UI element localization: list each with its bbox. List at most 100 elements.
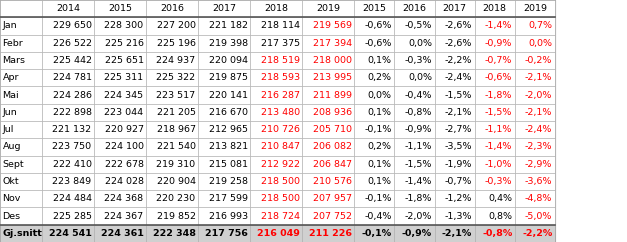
Text: -1,2%: -1,2% — [445, 194, 472, 203]
Bar — [475, 173, 515, 190]
Text: 219 398: 219 398 — [209, 39, 248, 48]
Bar — [94, 0, 146, 17]
Text: 0,2%: 0,2% — [368, 73, 392, 82]
Bar — [435, 0, 475, 17]
Bar — [515, 121, 555, 138]
Text: -1,1%: -1,1% — [404, 143, 432, 151]
Bar — [475, 190, 515, 207]
Bar — [515, 17, 555, 35]
Bar — [146, 52, 198, 69]
Text: Nov: Nov — [3, 194, 21, 203]
Bar — [302, 121, 354, 138]
Text: 212 922: 212 922 — [261, 160, 300, 169]
Text: -2,7%: -2,7% — [445, 125, 472, 134]
Text: 2015: 2015 — [108, 4, 132, 13]
Bar — [394, 190, 435, 207]
Text: 220 141: 220 141 — [209, 91, 248, 99]
Text: 224 100: 224 100 — [105, 143, 144, 151]
Text: 223 044: 223 044 — [105, 108, 144, 117]
Bar — [394, 121, 435, 138]
Bar — [94, 138, 146, 156]
Text: Jul: Jul — [3, 125, 14, 134]
Text: 0,1%: 0,1% — [368, 56, 392, 65]
Bar — [198, 156, 250, 173]
Bar — [435, 17, 475, 35]
Text: 222 410: 222 410 — [53, 160, 92, 169]
Bar — [354, 69, 394, 86]
Text: 220 904: 220 904 — [157, 177, 196, 186]
Bar — [198, 104, 250, 121]
Text: 210 726: 210 726 — [261, 125, 300, 134]
Bar — [515, 225, 555, 242]
Bar — [354, 52, 394, 69]
Text: 222 678: 222 678 — [105, 160, 144, 169]
Bar — [515, 86, 555, 104]
Text: -0,9%: -0,9% — [485, 39, 512, 48]
Bar — [515, 190, 555, 207]
Text: 224 367: 224 367 — [105, 212, 144, 220]
Bar — [198, 121, 250, 138]
Text: 0,0%: 0,0% — [529, 39, 552, 48]
Bar — [0, 156, 42, 173]
Text: -1,4%: -1,4% — [404, 177, 432, 186]
Text: -4,8%: -4,8% — [525, 194, 552, 203]
Text: -1,8%: -1,8% — [485, 91, 512, 99]
Text: 219 258: 219 258 — [209, 177, 248, 186]
Text: 217 599: 217 599 — [209, 194, 248, 203]
Bar — [146, 156, 198, 173]
Text: 2018: 2018 — [264, 4, 288, 13]
Text: 227 200: 227 200 — [157, 22, 196, 30]
Text: 224 345: 224 345 — [105, 91, 144, 99]
Text: 215 081: 215 081 — [209, 160, 248, 169]
Bar — [250, 138, 302, 156]
Text: 217 756: 217 756 — [205, 229, 248, 238]
Bar — [198, 0, 250, 17]
Bar — [515, 173, 555, 190]
Text: 206 847: 206 847 — [313, 160, 352, 169]
Bar — [42, 207, 94, 225]
Text: -2,3%: -2,3% — [525, 143, 552, 151]
Bar — [94, 190, 146, 207]
Bar — [42, 225, 94, 242]
Bar — [435, 86, 475, 104]
Text: 0,0%: 0,0% — [408, 39, 432, 48]
Bar — [435, 104, 475, 121]
Bar — [0, 207, 42, 225]
Bar — [354, 17, 394, 35]
Bar — [0, 69, 42, 86]
Text: -1,0%: -1,0% — [485, 160, 512, 169]
Text: -0,4%: -0,4% — [364, 212, 392, 220]
Text: 0,1%: 0,1% — [368, 108, 392, 117]
Bar — [198, 138, 250, 156]
Text: 218 500: 218 500 — [261, 177, 300, 186]
Bar — [0, 17, 42, 35]
Bar — [94, 225, 146, 242]
Bar — [354, 0, 394, 17]
Bar — [198, 190, 250, 207]
Text: 210 576: 210 576 — [313, 177, 352, 186]
Bar — [302, 173, 354, 190]
Bar — [250, 17, 302, 35]
Text: 2017: 2017 — [212, 4, 236, 13]
Bar — [250, 69, 302, 86]
Bar — [435, 207, 475, 225]
Bar — [354, 173, 394, 190]
Bar — [94, 104, 146, 121]
Bar — [250, 0, 302, 17]
Text: 224 368: 224 368 — [105, 194, 144, 203]
Text: Mars: Mars — [3, 56, 26, 65]
Bar — [435, 52, 475, 69]
Text: Apr: Apr — [3, 73, 19, 82]
Text: -1,3%: -1,3% — [445, 212, 472, 220]
Bar — [354, 104, 394, 121]
Text: 225 322: 225 322 — [157, 73, 196, 82]
Bar — [515, 138, 555, 156]
Bar — [146, 104, 198, 121]
Text: 224 937: 224 937 — [157, 56, 196, 65]
Text: -2,2%: -2,2% — [445, 56, 472, 65]
Bar — [42, 156, 94, 173]
Bar — [250, 190, 302, 207]
Text: 0,1%: 0,1% — [368, 177, 392, 186]
Bar — [198, 225, 250, 242]
Bar — [0, 225, 42, 242]
